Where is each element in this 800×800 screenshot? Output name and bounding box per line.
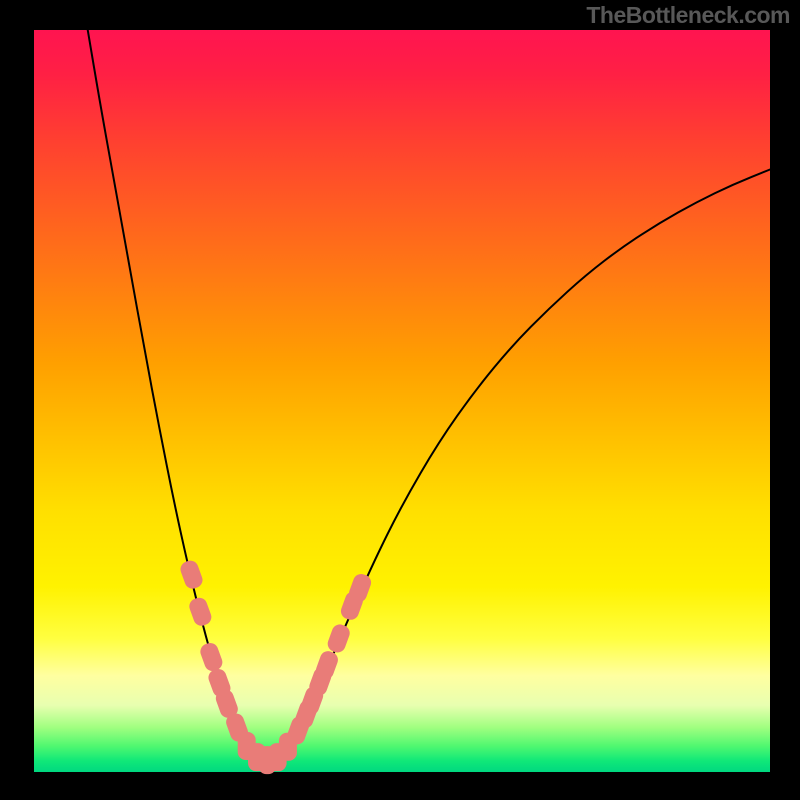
plot-area [34,30,770,772]
chart-svg [0,0,800,800]
watermark-text: TheBottleneck.com [586,2,790,29]
chart-container: TheBottleneck.com [0,0,800,800]
